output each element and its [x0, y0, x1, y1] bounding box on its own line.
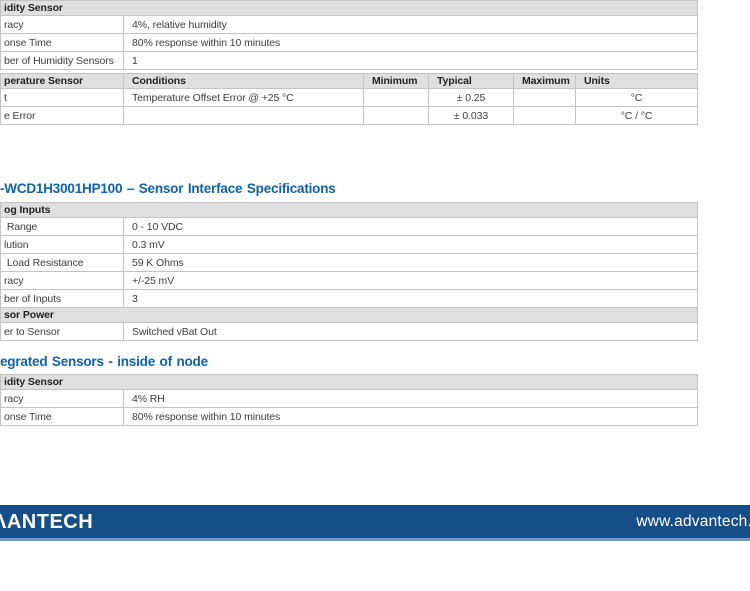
units-cell: °C / °C [575, 106, 698, 125]
spec-value-cell: Switched vBat Out [123, 322, 698, 341]
typical-cell: ± 0.033 [428, 106, 514, 125]
footer-brand-bar: ΛANTECH www.advantech. [0, 505, 750, 538]
section-heading-sensor-interface: -WCD1H3001HP100 – Sensor Interface Speci… [0, 181, 336, 196]
spec-value-cell: 80% response within 10 minutes [123, 33, 698, 52]
section-header: og Inputs [0, 202, 698, 218]
spec-label-cell: e Error [0, 106, 124, 125]
column-header: Maximum [513, 73, 576, 89]
maximum-cell [513, 88, 576, 107]
table-row: e Error ± 0.033 °C / °C [0, 106, 698, 125]
spec-value-cell: 1 [123, 51, 698, 70]
spec-value-cell: 0 - 10 VDC [123, 217, 698, 236]
table-header-row: perature Sensor Conditions Minimum Typic… [0, 73, 698, 89]
column-header: Units [575, 73, 698, 89]
integrated-humidity-table: idity Sensor racy 4% RH onse Time 80% re… [0, 374, 698, 426]
spec-label-cell: Load Resistance [0, 253, 124, 272]
spec-value-cell: 4% RH [123, 389, 698, 408]
table-row: onse Time 80% response within 10 minutes [0, 407, 698, 426]
spec-value-cell: 59 K Ohms [123, 253, 698, 272]
table-row: Load Resistance 59 K Ohms [0, 253, 698, 272]
table-section-row: idity Sensor [0, 0, 698, 16]
spec-label-cell: t [0, 88, 124, 107]
conditions-cell [123, 106, 364, 125]
table-section-row: sor Power [0, 307, 698, 323]
spec-value-cell: 0.3 mV [123, 235, 698, 254]
table-row: lution 0.3 mV [0, 235, 698, 254]
minimum-cell [363, 106, 429, 125]
column-header: perature Sensor [0, 73, 124, 89]
spec-value-cell: +/-25 mV [123, 271, 698, 290]
table-row: er to Sensor Switched vBat Out [0, 322, 698, 341]
spec-label-cell: racy [0, 389, 124, 408]
units-cell: °C [575, 88, 698, 107]
spec-value-cell: 80% response within 10 minutes [123, 407, 698, 426]
spec-label-cell: racy [0, 15, 124, 34]
conditions-cell: Temperature Offset Error @ +25 °C [123, 88, 364, 107]
table-row: ber of Inputs 3 [0, 289, 698, 308]
spec-label-cell: racy [0, 271, 124, 290]
column-header: Minimum [363, 73, 429, 89]
section-header: idity Sensor [0, 374, 698, 390]
section-heading-integrated-sensors: egrated Sensors - inside of node [0, 354, 208, 369]
table-row: racy +/-25 mV [0, 271, 698, 290]
footer-accent-line [0, 538, 750, 541]
minimum-cell [363, 88, 429, 107]
table-section-row: og Inputs [0, 202, 698, 218]
spec-label-cell: Range [0, 217, 124, 236]
table-row: ber of Humidity Sensors 1 [0, 51, 698, 70]
spec-label-cell: onse Time [0, 407, 124, 426]
humidity-sensor-table: idity Sensor racy 4%, relative humidity … [0, 0, 698, 70]
maximum-cell [513, 106, 576, 125]
table-row: Range 0 - 10 VDC [0, 217, 698, 236]
table-row: onse Time 80% response within 10 minutes [0, 33, 698, 52]
spec-value-cell: 3 [123, 289, 698, 308]
typical-cell: ± 0.25 [428, 88, 514, 107]
spec-label-cell: lution [0, 235, 124, 254]
column-header: Conditions [123, 73, 364, 89]
spec-value-cell: 4%, relative humidity [123, 15, 698, 34]
section-header: idity Sensor [0, 0, 698, 16]
table-row: racy 4%, relative humidity [0, 15, 698, 34]
spec-label-cell: ber of Inputs [0, 289, 124, 308]
analog-inputs-table: og Inputs Range 0 - 10 VDC lution 0.3 mV… [0, 202, 698, 341]
column-header: Typical [428, 73, 514, 89]
advantech-logo: ΛANTECH [0, 511, 94, 533]
spec-label-cell: ber of Humidity Sensors [0, 51, 124, 70]
table-row: racy 4% RH [0, 389, 698, 408]
advantech-url-link[interactable]: www.advantech. [636, 513, 750, 530]
table-row: t Temperature Offset Error @ +25 °C ± 0.… [0, 88, 698, 107]
temperature-sensor-table: perature Sensor Conditions Minimum Typic… [0, 73, 698, 125]
section-header: sor Power [0, 307, 698, 323]
spec-label-cell: er to Sensor [0, 322, 124, 341]
spec-label-cell: onse Time [0, 33, 124, 52]
table-section-row: idity Sensor [0, 374, 698, 390]
